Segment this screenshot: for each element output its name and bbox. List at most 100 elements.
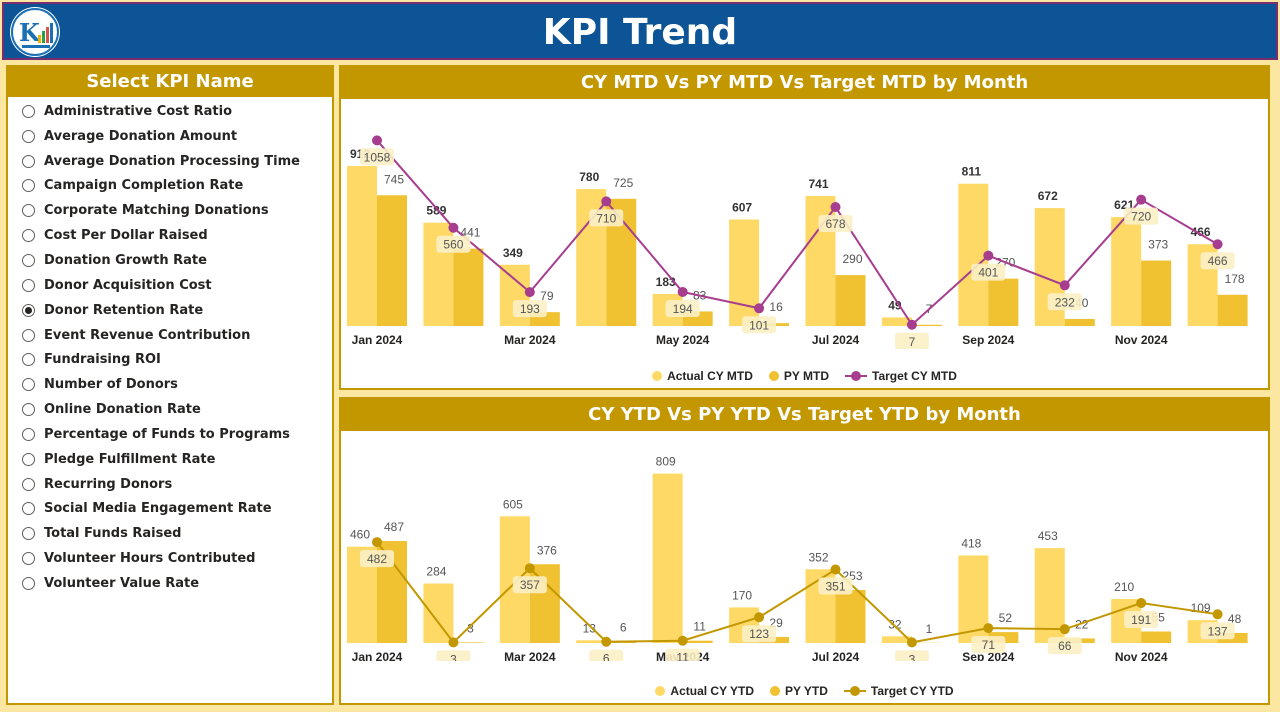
target-line[interactable] bbox=[376, 139, 1219, 327]
radio-button[interactable] bbox=[22, 353, 35, 367]
target-marker[interactable] bbox=[372, 537, 382, 548]
actual-data-label: 349 bbox=[503, 246, 523, 260]
py-bar[interactable] bbox=[911, 324, 942, 326]
radio-button[interactable] bbox=[22, 427, 35, 441]
legend-item-py-mtd[interactable]: PY MTD bbox=[768, 369, 829, 383]
actual-data-label: 672 bbox=[1038, 189, 1058, 203]
kpi-option[interactable]: Percentage of Funds to Programs bbox=[8, 422, 332, 447]
target-marker[interactable] bbox=[830, 564, 841, 575]
py-bar[interactable] bbox=[835, 590, 866, 643]
kpi-option[interactable]: Donor Retention Rate bbox=[8, 298, 332, 323]
kpi-option[interactable]: Total Funds Raised bbox=[8, 521, 332, 546]
target-marker[interactable] bbox=[754, 612, 765, 623]
radio-button[interactable] bbox=[22, 253, 35, 267]
legend-item-actual-cy-ytd[interactable]: Actual CY YTD bbox=[655, 684, 754, 698]
target-marker[interactable] bbox=[448, 637, 459, 648]
target-marker[interactable] bbox=[754, 303, 765, 314]
kpi-option[interactable]: Donation Growth Rate bbox=[8, 248, 332, 273]
target-marker[interactable] bbox=[524, 287, 535, 298]
target-marker[interactable] bbox=[906, 319, 917, 330]
kpi-option[interactable]: Volunteer Value Rate bbox=[8, 571, 332, 596]
target-marker[interactable] bbox=[677, 286, 688, 297]
kpi-option[interactable]: Number of Donors bbox=[8, 372, 332, 397]
kpi-option[interactable]: Cost Per Dollar Raised bbox=[8, 223, 332, 248]
legend-item-py-ytd[interactable]: PY YTD bbox=[769, 684, 828, 698]
kpi-option[interactable]: Pledge Fulfillment Rate bbox=[8, 447, 332, 472]
actual-bar[interactable] bbox=[423, 583, 454, 643]
target-marker[interactable] bbox=[601, 196, 612, 207]
kpi-option[interactable]: Average Donation Processing Time bbox=[8, 149, 332, 174]
kpi-option[interactable]: Administrative Cost Ratio bbox=[8, 99, 332, 124]
actual-bar[interactable] bbox=[347, 165, 377, 326]
target-marker[interactable] bbox=[906, 637, 917, 648]
target-marker[interactable] bbox=[1059, 280, 1070, 291]
actual-bar[interactable] bbox=[729, 219, 760, 326]
actual-bar[interactable] bbox=[1111, 217, 1142, 326]
target-marker[interactable] bbox=[524, 563, 535, 574]
radio-button[interactable] bbox=[22, 154, 35, 168]
target-marker[interactable] bbox=[1136, 598, 1147, 609]
target-marker[interactable] bbox=[372, 135, 382, 146]
kpi-option[interactable]: Social Media Engagement Rate bbox=[8, 497, 332, 522]
radio-button[interactable] bbox=[22, 527, 35, 541]
legend-item-target-cy-ytd[interactable]: Target CY YTD bbox=[843, 684, 954, 698]
ytd-chart-title: CY YTD Vs PY YTD Vs Target YTD by Month bbox=[341, 399, 1268, 431]
legend-item-actual-cy-mtd[interactable]: Actual CY MTD bbox=[652, 369, 753, 383]
actual-bar[interactable] bbox=[652, 473, 683, 643]
target-marker[interactable] bbox=[1059, 624, 1070, 635]
target-marker[interactable] bbox=[448, 222, 459, 233]
actual-bar[interactable] bbox=[576, 640, 607, 643]
radio-button[interactable] bbox=[22, 278, 35, 292]
target-marker[interactable] bbox=[983, 623, 994, 634]
kpi-option[interactable]: Corporate Matching Donations bbox=[8, 198, 332, 223]
radio-button[interactable] bbox=[22, 378, 35, 392]
target-marker[interactable] bbox=[1136, 194, 1147, 205]
kpi-option[interactable]: Donor Acquisition Cost bbox=[8, 273, 332, 298]
py-bar[interactable] bbox=[377, 195, 407, 326]
actual-bar[interactable] bbox=[1034, 548, 1065, 643]
target-marker[interactable] bbox=[983, 250, 994, 261]
py-bar[interactable] bbox=[529, 564, 560, 643]
radio-button[interactable] bbox=[22, 328, 35, 342]
radio-button[interactable] bbox=[22, 452, 35, 466]
radio-button[interactable] bbox=[22, 403, 35, 417]
target-marker[interactable] bbox=[601, 636, 612, 647]
radio-button[interactable] bbox=[22, 576, 35, 590]
kpi-option[interactable]: Online Donation Rate bbox=[8, 397, 332, 422]
py-bar[interactable] bbox=[1141, 631, 1172, 643]
radio-button[interactable] bbox=[22, 179, 35, 193]
target-data-label: 66 bbox=[1058, 639, 1072, 653]
radio-button[interactable] bbox=[22, 129, 35, 143]
legend-label: Actual CY MTD bbox=[667, 369, 753, 383]
target-marker[interactable] bbox=[1212, 239, 1223, 250]
py-bar[interactable] bbox=[453, 642, 484, 643]
target-label-bg bbox=[360, 148, 394, 166]
actual-bar[interactable] bbox=[958, 183, 989, 326]
kpi-option[interactable]: Average Donation Amount bbox=[8, 124, 332, 149]
target-marker[interactable] bbox=[677, 635, 688, 646]
py-bar[interactable] bbox=[988, 278, 1019, 326]
radio-button[interactable] bbox=[22, 204, 35, 218]
radio-button[interactable] bbox=[22, 502, 35, 516]
radio-button[interactable] bbox=[22, 104, 35, 118]
target-marker[interactable] bbox=[1212, 609, 1223, 620]
radio-button[interactable] bbox=[22, 229, 35, 243]
kpi-option[interactable]: Campaign Completion Rate bbox=[8, 174, 332, 199]
py-bar[interactable] bbox=[1141, 260, 1172, 326]
legend-item-target-cy-mtd[interactable]: Target CY MTD bbox=[845, 369, 957, 383]
py-bar[interactable] bbox=[1064, 318, 1095, 326]
kpi-option[interactable]: Volunteer Hours Contributed bbox=[8, 546, 332, 571]
py-bar[interactable] bbox=[682, 640, 713, 643]
target-marker[interactable] bbox=[830, 202, 841, 213]
kpi-option[interactable]: Event Revenue Contribution bbox=[8, 323, 332, 348]
py-bar[interactable] bbox=[835, 275, 866, 326]
actual-bar[interactable] bbox=[881, 317, 912, 326]
py-bar[interactable] bbox=[1217, 294, 1248, 326]
kpi-option[interactable]: Recurring Donors bbox=[8, 472, 332, 497]
radio-button[interactable] bbox=[22, 477, 35, 491]
kpi-option[interactable]: Fundraising ROI bbox=[8, 347, 332, 372]
actual-bar[interactable] bbox=[881, 636, 912, 643]
radio-button[interactable] bbox=[22, 552, 35, 566]
py-bar[interactable] bbox=[453, 248, 484, 326]
radio-button[interactable] bbox=[22, 303, 35, 317]
